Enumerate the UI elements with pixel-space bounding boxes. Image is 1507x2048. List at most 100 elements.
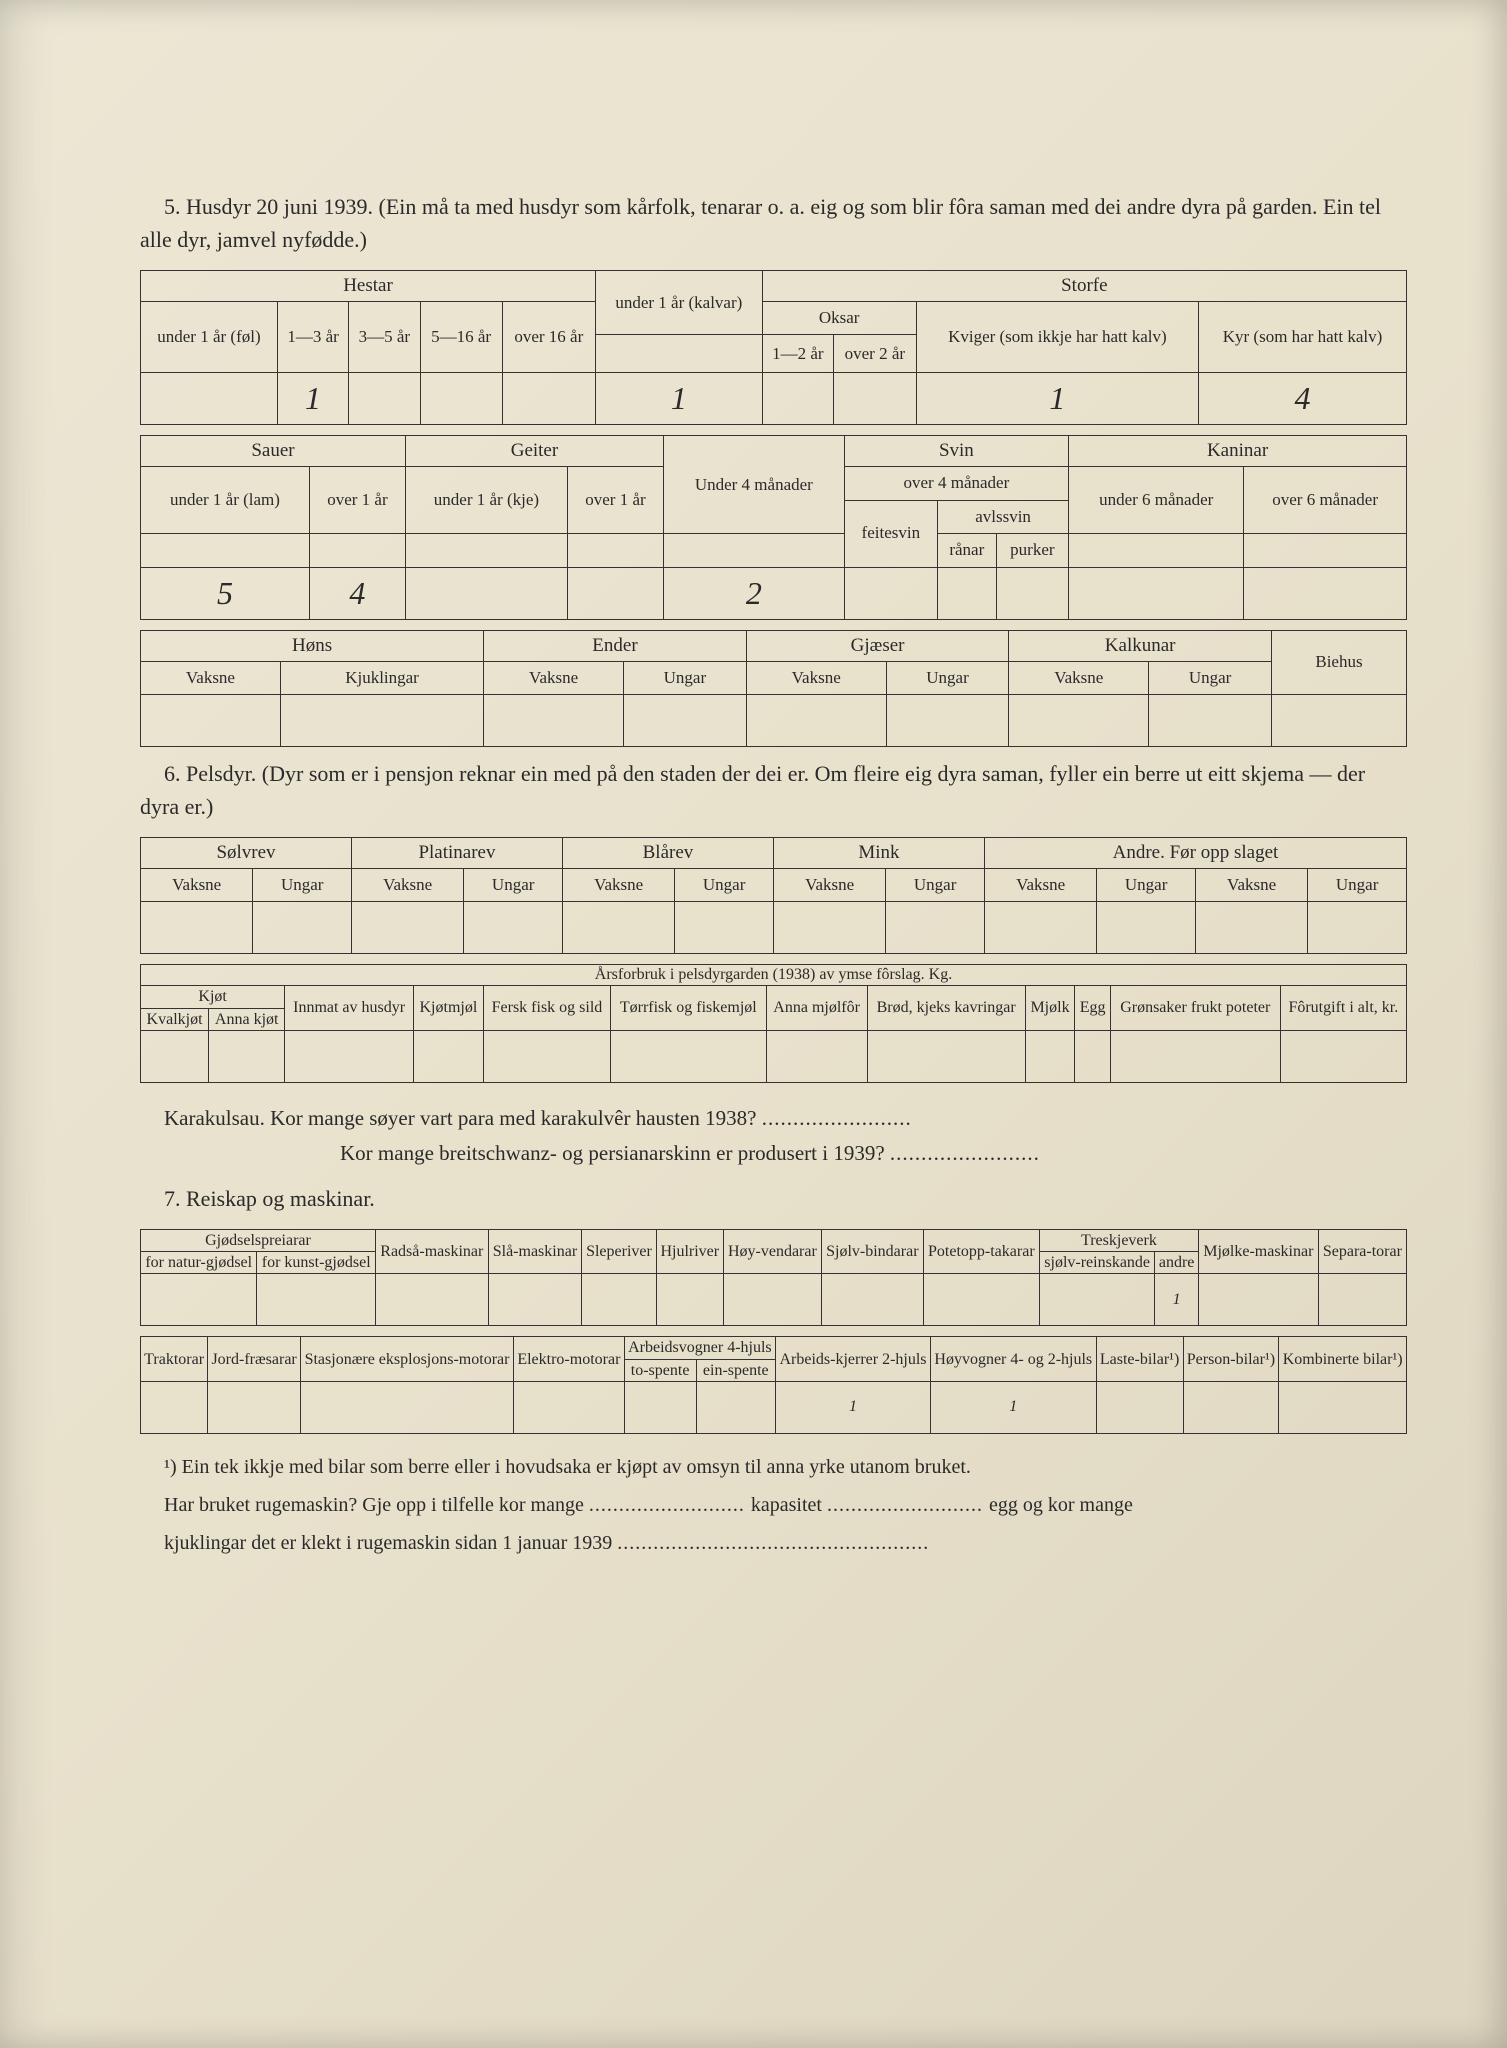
th-ender-ungar: Ungar (624, 661, 747, 694)
section7-num: 7. (164, 1186, 181, 1211)
cell-lam: 5 (141, 567, 310, 619)
th-gj-ungar: Ungar (886, 661, 1009, 694)
cell-oksar12 (762, 373, 833, 425)
th-kalkunar: Kalkunar (1009, 630, 1272, 661)
th-arbeidskj: Arbeids-kjerrer 2-hjuls (776, 1337, 931, 1381)
th-avlssvin: avlssvin (937, 500, 1068, 533)
th-andre: Andre. Før opp slaget (984, 837, 1406, 868)
th-natur: for natur-gjødsel (141, 1252, 257, 1274)
cell-1-3: 1 (277, 373, 348, 425)
th-gj-vaksne: Vaksne (746, 661, 886, 694)
th-oksar: Oksar (762, 302, 916, 335)
cell-fol (141, 373, 278, 425)
table-pelsdyr: Sølvrev Platinarev Blårev Mink Andre. Fø… (140, 837, 1407, 954)
footnote-block: ¹) Ein tek ikkje med bilar som berre ell… (140, 1448, 1407, 1562)
th-under1fol: under 1 år (føl) (141, 302, 278, 373)
cell-kanover6 (1244, 567, 1407, 619)
th-over16: over 16 år (502, 302, 595, 373)
th-purker: purker (996, 534, 1069, 567)
section6-text: Pelsdyr. (Dyr som er i pensjon reknar ei… (140, 761, 1365, 819)
footnote-1: ¹) Ein tek ikkje med bilar som berre ell… (140, 1448, 1407, 1486)
th-potet: Potetopp-takarar (923, 1230, 1039, 1274)
th-forutgift: Fôrutgift i alt, kr. (1280, 986, 1406, 1030)
th-geitover1: over 1 år (567, 467, 663, 534)
th-kjuklingar: Kjuklingar (280, 661, 483, 694)
section6-title: 6. Pelsdyr. (Dyr som er i pensjon reknar… (140, 757, 1407, 823)
th-annamjol: Anna mjølfôr (766, 986, 867, 1030)
th-treskjeverk: Treskjeverk (1039, 1230, 1198, 1252)
th-kje: under 1 år (kje) (405, 467, 567, 534)
cell-under4: 2 (663, 567, 844, 619)
th-kjot: Kjøt (141, 986, 285, 1008)
section5-title: 5. Husdyr 20 juni 1939. (Ein må ta med h… (140, 190, 1407, 256)
th-gjaeser: Gjæser (746, 630, 1009, 661)
th-kjotmjol: Kjøtmjøl (413, 986, 483, 1030)
section6-num: 6. (164, 761, 181, 786)
th-laste: Laste-bilar¹) (1096, 1337, 1183, 1381)
table-hons: Høns Ender Gjæser Kalkunar Biehus Vaksne… (140, 630, 1407, 747)
cell-geitover1 (567, 567, 663, 619)
table-arsforbruk: Årsforbruk i pelsdyrgarden (1938) av yms… (140, 964, 1407, 1082)
th-kaninar: Kaninar (1069, 436, 1407, 467)
cell-feitesvin (844, 567, 937, 619)
cell-hoyvogner: 1 (930, 1381, 1096, 1433)
th-over4: over 4 månader (844, 467, 1068, 500)
th-andre: andre (1155, 1252, 1199, 1274)
th-person: Person-bilar¹) (1183, 1337, 1279, 1381)
th-mink: Mink (773, 837, 984, 868)
footnote-line2: Har bruket rugemaskin? Gje opp i tilfell… (140, 1486, 1407, 1524)
cell-kanunder6 (1069, 567, 1244, 619)
th-arsforbruk-cap: Årsforbruk i pelsdyrgarden (1938) av yms… (141, 965, 1407, 986)
th-radsa: Radså-maskinar (376, 1230, 489, 1274)
th-sla: Slå-maskinar (488, 1230, 582, 1274)
table-reiskap1: Gjødselspreiarar Radså-maskinar Slå-mask… (140, 1229, 1407, 1326)
th-kombinerte: Kombinerte bilar¹) (1279, 1337, 1407, 1381)
table-reiskap2: Traktorar Jord-fræsarar Stasjonære ekspl… (140, 1336, 1407, 1433)
th-kal-ungar: Ungar (1149, 661, 1272, 694)
th-3-5: 3—5 år (349, 302, 420, 373)
th-hjulriver: Hjulriver (656, 1230, 723, 1274)
th-oksarover2: over 2 år (834, 335, 917, 373)
th-brod: Brød, kjeks kavringar (867, 986, 1025, 1030)
th-hoyvend: Høy-vendarar (723, 1230, 821, 1274)
cell-oksarover2 (834, 373, 917, 425)
cell-kviger: 1 (916, 373, 1198, 425)
th-kanunder6: under 6 månader (1069, 467, 1244, 534)
th-under4: Under 4 månader (663, 436, 844, 534)
cell-kje (405, 567, 567, 619)
karakul-block: Karakulsau. Kor mange søyer vart para me… (140, 1101, 1407, 1172)
cell-over16 (502, 373, 595, 425)
th-sauer: Sauer (141, 436, 406, 467)
th-gronsaker: Grønsaker frukt poteter (1110, 986, 1280, 1030)
th-kunst: for kunst-gjødsel (257, 1252, 376, 1274)
th-arbeidsvogner: Arbeidsvogner 4-hjuls (624, 1337, 775, 1359)
th-sleperiver: Sleperiver (582, 1230, 656, 1274)
th-oksar12: 1—2 år (762, 335, 833, 373)
th-elektro: Elektro-motorar (514, 1337, 625, 1381)
karakul-line2: Kor mange breitschwanz- og persianarskin… (140, 1136, 1407, 1172)
th-1-3: 1—3 år (277, 302, 348, 373)
th-svin: Svin (844, 436, 1068, 467)
th-ender: Ender (484, 630, 747, 661)
document-page: 5. Husdyr 20 juni 1939. (Ein må ta med h… (0, 0, 1507, 2048)
th-jordfr: Jord-fræsarar (208, 1337, 301, 1381)
th-5-16: 5—16 år (420, 302, 502, 373)
th-torrfisk: Tørrfisk og fiskemjøl (611, 986, 766, 1030)
th-separa: Separa-torar (1318, 1230, 1406, 1274)
th-sjolvbind: Sjølv-bindarar (821, 1230, 923, 1274)
th-blarev: Blårev (562, 837, 773, 868)
th-egg: Egg (1075, 986, 1110, 1030)
th-innmat: Innmat av husdyr (285, 986, 414, 1030)
cell-ranar (937, 567, 996, 619)
section7-title: 7. Reiskap og maskinar. (140, 1182, 1407, 1215)
section5-text: Husdyr 20 juni 1939. (Ein må ta med husd… (140, 194, 1381, 252)
th-geiter: Geiter (405, 436, 663, 467)
th-hoyvogner: Høyvogner 4- og 2-hjuls (930, 1337, 1096, 1381)
th-kanover6: over 6 månader (1244, 467, 1407, 534)
th-biehus: Biehus (1271, 630, 1406, 694)
th-ranar: rånar (937, 534, 996, 567)
th-sjolvrein: sjølv-reinskande (1039, 1252, 1154, 1274)
cell-kalvar: 1 (595, 373, 762, 425)
th-mjolk: Mjølk (1025, 986, 1075, 1030)
th-hons-vaksne: Vaksne (141, 661, 281, 694)
